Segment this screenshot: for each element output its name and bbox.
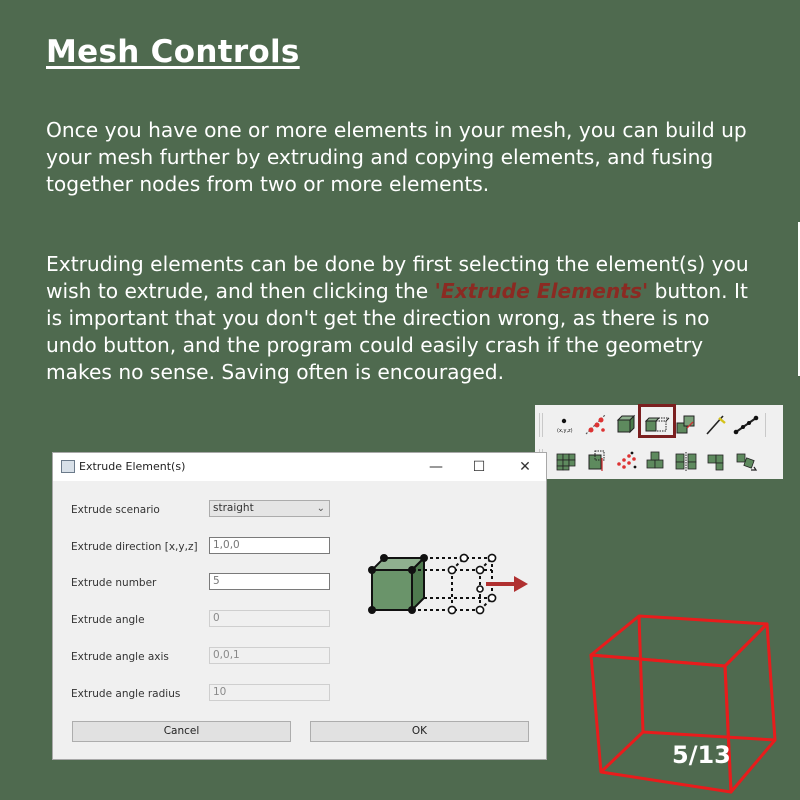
copy-elements-icon[interactable] bbox=[671, 410, 701, 440]
mesh-toolbar: (x,y,z) bbox=[535, 405, 783, 479]
element-icon[interactable] bbox=[611, 410, 641, 440]
toolbar-separator bbox=[542, 413, 543, 437]
extrude-dialog: Extrude Element(s) — ☐ ✕ Extrude scenari… bbox=[52, 452, 547, 760]
ok-button[interactable]: OK bbox=[310, 721, 529, 742]
maximize-button[interactable]: ☐ bbox=[472, 459, 486, 475]
toolbar-row-2 bbox=[535, 443, 783, 478]
line-icon[interactable] bbox=[701, 410, 731, 440]
extrude-elements-icon[interactable] bbox=[641, 410, 671, 440]
extrude-paragraph-start: Extruding elements can be done by first … bbox=[46, 252, 749, 303]
dialog-title: Extrude Element(s) bbox=[79, 460, 186, 473]
mirror-icon[interactable] bbox=[581, 446, 611, 476]
close-button[interactable]: ✕ bbox=[519, 459, 531, 475]
toolbar-separator bbox=[539, 413, 540, 437]
extrude-elements-highlight: 'Extrude Elements' bbox=[434, 279, 649, 303]
grid-icon[interactable] bbox=[551, 446, 581, 476]
extrude-angle-axis-label: Extrude angle axis bbox=[71, 651, 169, 663]
wireframe-cube-icon bbox=[589, 614, 777, 794]
node-icon[interactable]: (x,y,z) bbox=[551, 410, 581, 440]
toolbar-row-1: (x,y,z) bbox=[535, 407, 783, 442]
minimize-button[interactable]: — bbox=[429, 459, 443, 475]
step-icon[interactable] bbox=[701, 446, 731, 476]
extrude-number-label: Extrude number bbox=[71, 577, 157, 589]
extrude-direction-input[interactable]: 1,0,0 bbox=[209, 537, 330, 554]
extrude-scenario-label: Extrude scenario bbox=[71, 504, 160, 516]
extrude-number-input[interactable]: 5 bbox=[209, 573, 330, 590]
extrude-angle-input: 0 bbox=[209, 610, 330, 627]
extrude-angle-radius-label: Extrude angle radius bbox=[71, 688, 181, 700]
toolbar-separator bbox=[765, 413, 766, 437]
node-icon-caption: (x,y,z) bbox=[557, 428, 573, 434]
intro-paragraph: Once you have one or more elements in yo… bbox=[46, 118, 747, 196]
slide-edge-line bbox=[798, 222, 800, 376]
extrude-direction-label: Extrude direction [x,y,z] bbox=[71, 541, 198, 553]
extrude-scenario-value: straight bbox=[213, 502, 254, 514]
extrude-diagram bbox=[368, 553, 528, 615]
page-number: 5/13 bbox=[672, 741, 731, 769]
rotate-icon[interactable] bbox=[731, 446, 761, 476]
extrude-paragraph-end: button. It is important that you don't g… bbox=[46, 279, 748, 384]
extrude-angle-axis-input: 0,0,1 bbox=[209, 647, 330, 664]
slide-title: Mesh Controls bbox=[46, 34, 300, 70]
cancel-button[interactable]: Cancel bbox=[72, 721, 291, 742]
extrude-scenario-select[interactable]: straight ⌄ bbox=[209, 500, 330, 517]
extrude-angle-radius-input: 10 bbox=[209, 684, 330, 701]
edge-icon[interactable] bbox=[731, 410, 761, 440]
nodes-icon[interactable] bbox=[611, 446, 641, 476]
app-icon bbox=[61, 460, 75, 473]
extrude-paragraph: Extruding elements can be done by first … bbox=[46, 251, 766, 386]
dialog-titlebar: Extrude Element(s) — ☐ ✕ bbox=[53, 453, 546, 481]
extrude-angle-label: Extrude angle bbox=[71, 614, 145, 626]
split-icon[interactable] bbox=[581, 410, 611, 440]
extrude-button-highlight bbox=[638, 404, 676, 438]
fuse-icon[interactable] bbox=[641, 446, 671, 476]
align-icon[interactable] bbox=[671, 446, 701, 476]
chevron-down-icon: ⌄ bbox=[316, 503, 325, 514]
